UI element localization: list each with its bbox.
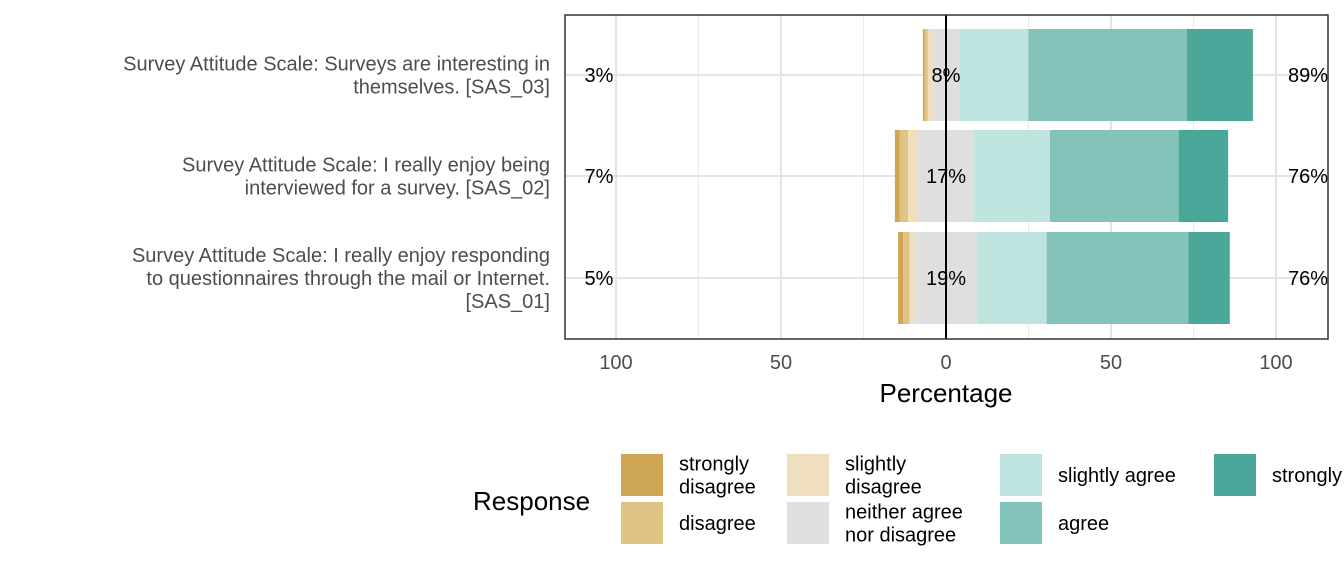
legend-label-line: nor disagree	[845, 525, 956, 547]
legend-key	[787, 502, 829, 544]
legend-label-line: slightly	[845, 454, 906, 476]
legend-key	[621, 502, 663, 544]
x-tick-label: 50	[770, 352, 792, 374]
bar-segment-strongly-agree	[1186, 29, 1253, 121]
bar-segment-disagree	[899, 130, 909, 222]
legend-label-line: disagree	[845, 477, 922, 499]
neutral-percent-label: 19%	[926, 268, 966, 290]
legend-label: slightly disagree	[845, 454, 922, 499]
x-tick-label: 50	[1100, 352, 1122, 374]
percent-labels: 3% 8% 89% 7% 17% 76% 5% 19% 76%	[585, 65, 1329, 290]
high-percent-label: 89%	[1288, 65, 1328, 87]
legend-key	[621, 454, 663, 496]
category-label: Survey Attitude Scale: I really enjoy re…	[132, 245, 550, 313]
legend-key	[787, 454, 829, 496]
x-tick-labels: 100 50 0 50 100	[599, 352, 1292, 374]
category-label: Survey Attitude Scale: Surveys are inter…	[123, 54, 550, 99]
plot-panel-border	[564, 14, 1329, 340]
category-label-line: Survey Attitude Scale: I really enjoy be…	[182, 155, 550, 177]
bar-segment-slightly-disagree	[908, 130, 918, 222]
high-percent-label: 76%	[1288, 268, 1328, 290]
legend-key	[1000, 454, 1042, 496]
bar-segments	[894, 29, 1253, 324]
legend-label-line: strongly	[679, 454, 749, 476]
high-percent-label: 76%	[1288, 166, 1328, 188]
legend-label-line: strongly agree	[1272, 465, 1344, 487]
legend-label-line: slightly agree	[1058, 465, 1176, 487]
category-label-line: Survey Attitude Scale: Surveys are inter…	[123, 54, 550, 76]
legend-label-line: disagree	[679, 513, 756, 535]
legend-label: disagree	[679, 513, 756, 535]
category-label-line: [SAS_01]	[465, 291, 550, 313]
legend-label: neither agree nor disagree	[845, 502, 963, 547]
low-percent-label: 5%	[585, 268, 614, 290]
bar-segment-strongly-disagree	[898, 232, 904, 324]
bar-segment-disagree	[903, 232, 910, 324]
legend-label: strongly disagree	[679, 454, 756, 499]
legend-label: agree	[1058, 513, 1109, 535]
bar-segment-slightly-agree	[977, 232, 1047, 324]
neutral-percent-label: 17%	[926, 166, 966, 188]
legend-label-line: agree	[1058, 513, 1109, 535]
bar-segment-strongly-agree	[1188, 232, 1230, 324]
low-percent-label: 3%	[585, 65, 614, 87]
legend-key	[1214, 454, 1256, 496]
x-tick-label: 100	[1259, 352, 1292, 374]
bar-segment-agree	[1046, 232, 1189, 324]
bar-segment-agree	[1028, 29, 1187, 121]
x-axis-title: Percentage	[880, 378, 1013, 408]
category-label: Survey Attitude Scale: I really enjoy be…	[182, 155, 550, 200]
x-tick-label: 100	[599, 352, 632, 374]
category-label-line: to questionnaires through the mail or In…	[146, 268, 550, 290]
category-label-line: interviewed for a survey. [SAS_02]	[245, 178, 550, 200]
legend-label: strongly agree	[1272, 465, 1344, 487]
bar-segment-slightly-disagree	[927, 29, 933, 121]
category-labels: Survey Attitude Scale: Surveys are inter…	[123, 54, 550, 314]
legend-label-line: neither agree	[845, 502, 963, 524]
category-label-line: Survey Attitude Scale: I really enjoy re…	[132, 245, 550, 267]
category-label-line: themselves. [SAS_03]	[353, 77, 550, 99]
low-percent-label: 7%	[585, 166, 614, 188]
x-tick-label: 0	[940, 352, 951, 374]
legend-label-line: disagree	[679, 477, 756, 499]
bar-segment-strongly-agree	[1178, 130, 1229, 222]
bar-segment-strongly-disagree	[922, 29, 925, 121]
bar-segment-slightly-agree	[959, 29, 1029, 121]
bar-segment-slightly-agree	[974, 130, 1050, 222]
bar-segment-disagree	[924, 29, 928, 121]
legend-title: Response	[473, 486, 590, 516]
bar-segment-strongly-disagree	[894, 130, 900, 222]
bar-segment-slightly-disagree	[909, 232, 915, 324]
legend-label: slightly agree	[1058, 465, 1176, 487]
neutral-percent-label: 8%	[932, 65, 961, 87]
legend-key	[1000, 502, 1042, 544]
bar-segment-agree	[1049, 130, 1179, 222]
